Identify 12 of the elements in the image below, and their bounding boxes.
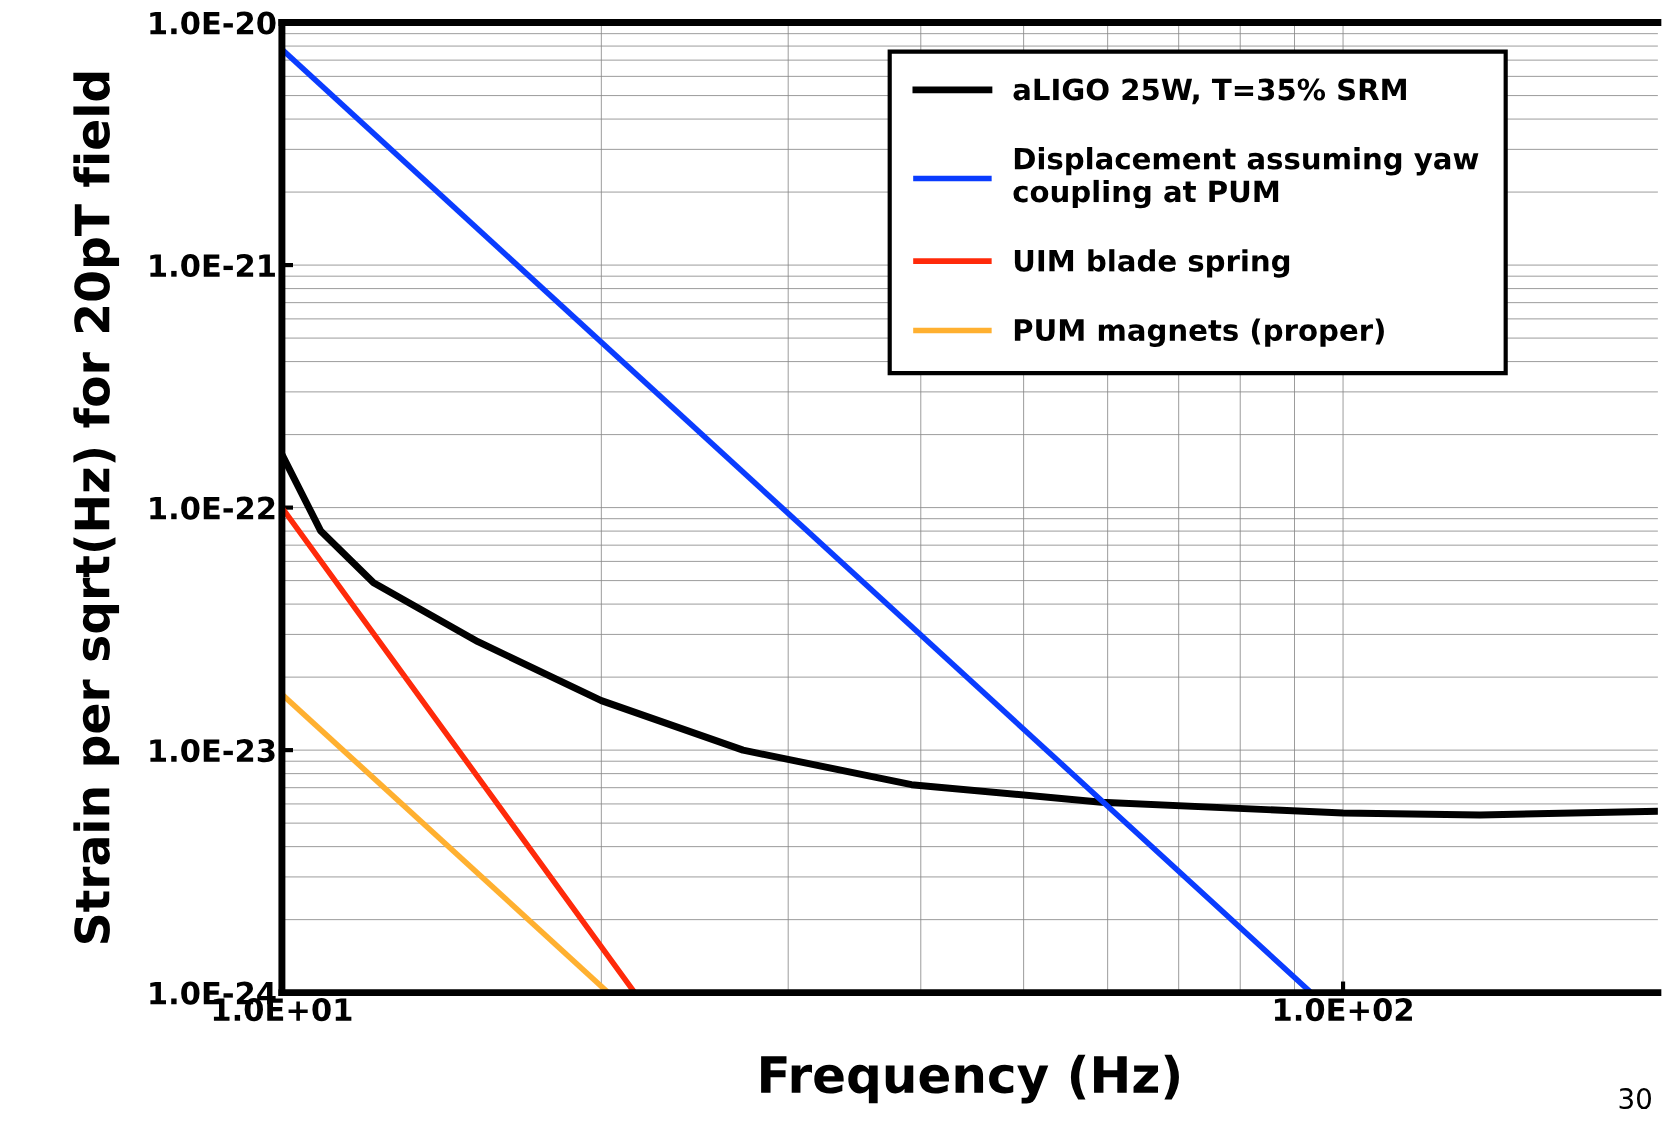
text: 30	[1619, 1088, 1651, 1110]
x-tick-label: 1.0E+02	[1274, 998, 1412, 1022]
legend-label: PUM magnets (proper)	[1014, 318, 1384, 347]
legend-label: UIM blade spring	[1014, 249, 1290, 278]
y-tick-label: 1.0E-22	[150, 496, 275, 520]
legend-label: aLIGO 25W, T=35% SRM	[1013, 78, 1406, 105]
y-tick-label: 1.0E-21	[150, 254, 275, 278]
legend-label: Displacement assuming yaw coupling at PUM	[1013, 147, 1479, 209]
x-axis-title: Frequency (Hz)	[761, 1054, 1179, 1104]
y-tick-label: 1.0E-23	[150, 739, 275, 763]
y-tick-label: 1.0E-20	[150, 11, 276, 35]
y-axis-title: Strain per sqrt(Hz) for 20pT field	[73, 72, 120, 943]
